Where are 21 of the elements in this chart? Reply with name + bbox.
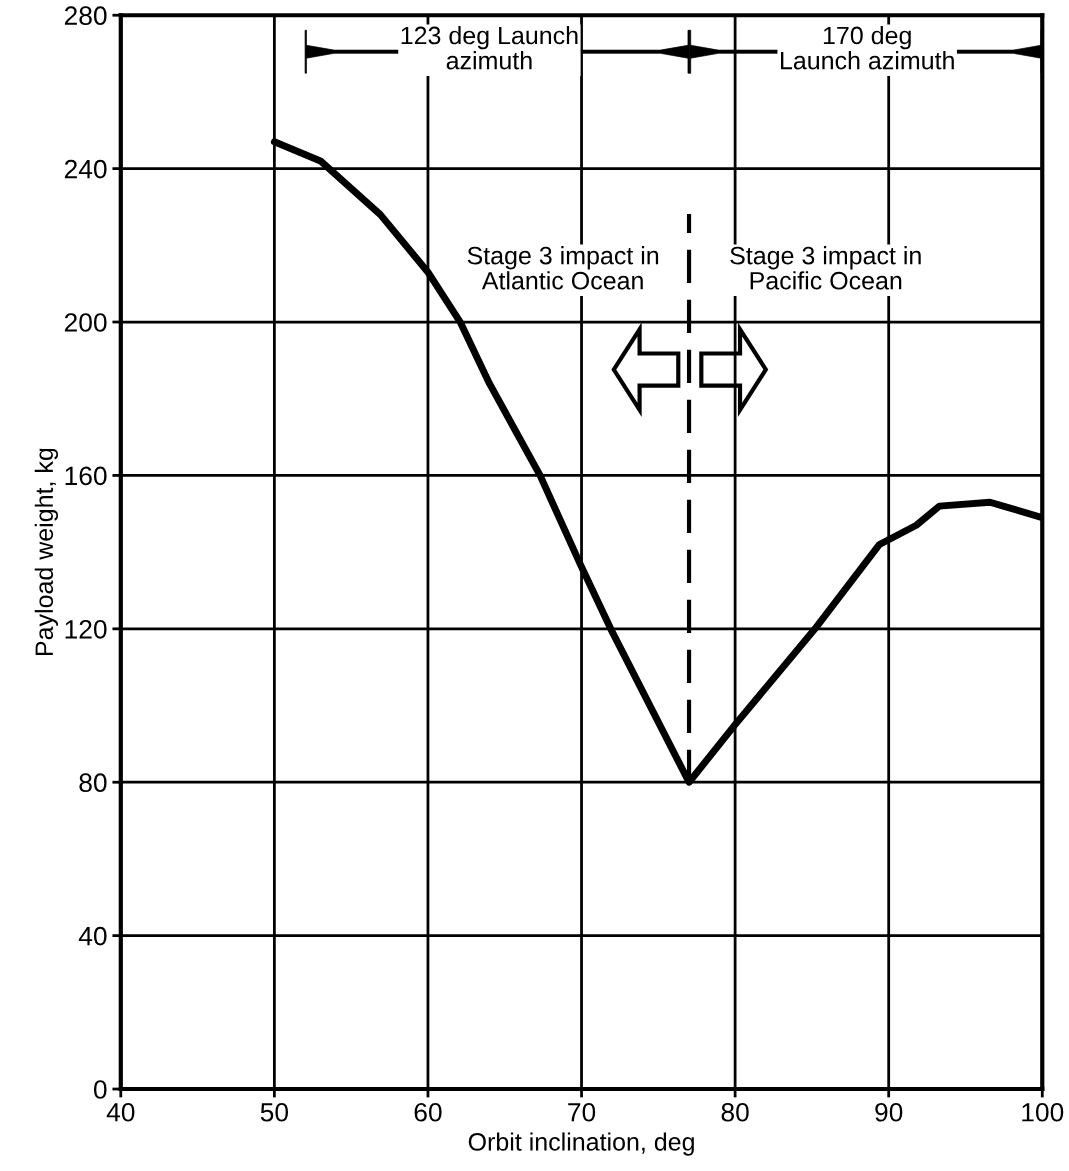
y-tick-label: 200	[64, 313, 107, 332]
annotation: Stage 3 impact in Pacific Ocean	[730, 246, 921, 290]
x-tick-label: 50	[260, 1102, 289, 1122]
y-tick-label: 80	[79, 773, 107, 793]
y-tick-label: 0	[93, 1080, 107, 1099]
x-tick-label: 60	[414, 1102, 442, 1122]
y-axis-title: Payload weight, kg	[34, 448, 59, 655]
y-tick-label: 40	[78, 926, 107, 946]
x-tick-label: 100	[1022, 1102, 1064, 1122]
annotation: Stage 3 impact in Atlantic Ocean	[467, 246, 659, 290]
annotation: 123 deg Launch azimuth	[401, 25, 578, 70]
y-tick-label: 160	[65, 466, 107, 486]
x-tick-label: 70	[568, 1102, 596, 1122]
y-tick-label: 240	[64, 159, 107, 179]
y-tick-label: 280	[64, 6, 107, 26]
y-tick-label: 120	[65, 619, 107, 639]
x-tick-label: 90	[875, 1102, 903, 1122]
annotation: 170 deg Launch azimuth	[781, 25, 954, 70]
x-axis-title: Orbit inclination, deg	[468, 1132, 694, 1156]
x-tick-label: 80	[721, 1102, 749, 1122]
x-tick-label: 40	[106, 1102, 135, 1122]
